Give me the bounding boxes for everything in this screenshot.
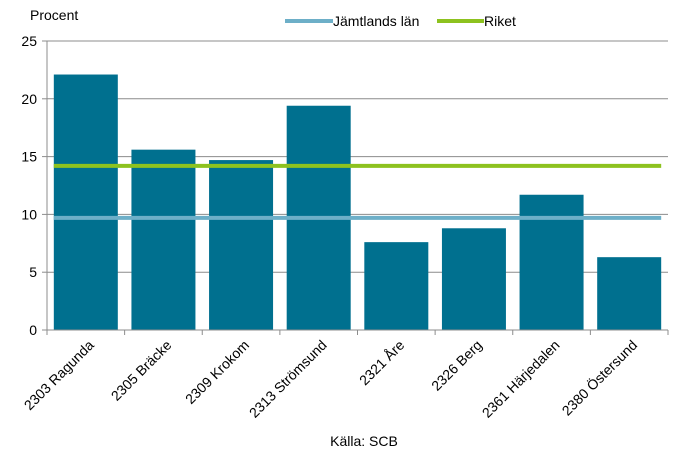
y-tick-labels: 0 5 10 15 20 25 [21, 33, 37, 338]
bar [597, 257, 662, 330]
y-tick-label: 5 [29, 264, 37, 280]
x-tick-label: 2305 Bräcke [108, 337, 175, 404]
x-tick-label: 2303 Ragunda [21, 337, 97, 413]
bar [209, 160, 274, 330]
x-tick-label: 2309 Krokom [182, 337, 252, 407]
x-tick-label: 2321 Åre [356, 337, 408, 389]
bars [53, 74, 662, 331]
bar [364, 242, 429, 330]
y-tick-label: 15 [21, 149, 37, 165]
bar [441, 228, 506, 330]
y-tick-label: 25 [21, 33, 37, 49]
y-tick-label: 10 [21, 206, 37, 222]
bar [131, 149, 196, 330]
x-tick-label: 2313 Strömsund [246, 337, 330, 421]
x-tick-label: 2361 Härjedalen [479, 337, 563, 421]
y-tick-label: 20 [21, 91, 37, 107]
y-axis-label: Procent [30, 7, 78, 23]
bar [53, 74, 118, 330]
legend-label-jamtlands-lan: Jämtlands län [333, 13, 419, 29]
axes [42, 40, 669, 335]
reference-lines [53, 163, 662, 220]
legend-label-riket: Riket [484, 13, 516, 29]
x-tick-label: 2380 Östersund [558, 336, 640, 418]
legend: Jämtlands län Riket [285, 13, 516, 29]
source-note: Källa: SCB [330, 433, 398, 449]
bar [519, 194, 584, 330]
x-tick-label: 2326 Berg [428, 337, 485, 394]
y-tick-label: 0 [29, 322, 37, 338]
